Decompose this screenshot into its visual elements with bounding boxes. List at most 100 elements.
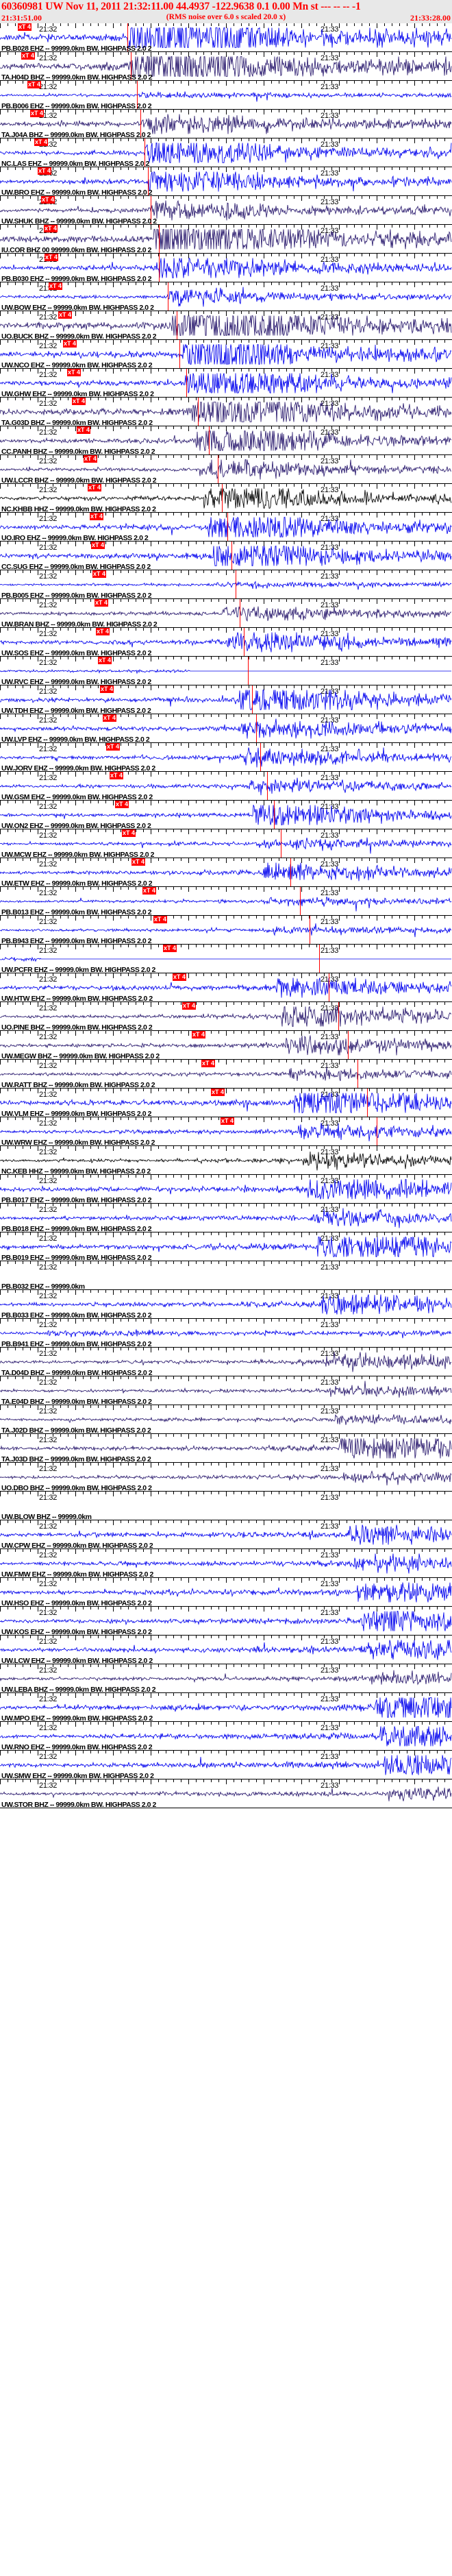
trace-row[interactable]: 21:32 21:33 UW.SMW EHZ -- 99999.0km BW. HI…	[0, 1751, 452, 1779]
phase-pick-marker[interactable]	[256, 714, 257, 742]
phase-pick-marker[interactable]	[248, 657, 249, 685]
phase-pick-marker[interactable]	[148, 167, 149, 195]
trace-row[interactable]: 21:32 21:33 PB.B018 EHZ -- 99999.0km BW. H…	[0, 1204, 452, 1232]
trace-row[interactable]: 21:32 21:33 UW.FMW EHZ -- 99999.0km BW. HI…	[0, 1549, 452, 1578]
trace-row[interactable]: 21:32 21:33 xT 4 UW.WRW EHZ -- 99999.0km BW…	[0, 1117, 452, 1146]
trace-row[interactable]: 21:32 21:33 UW.CPW EHZ -- 99999.0km BW. HI…	[0, 1520, 452, 1549]
trace-row[interactable]: 21:32 21:33 PB.B017 EHZ -- 99999.0km BW. H…	[0, 1175, 452, 1204]
trace-row[interactable]: 21:32 21:33 xT 4 UW.ON2 EHZ -- 99999.0km BW…	[0, 801, 452, 829]
trace-row[interactable]: 21:32 21:33 xT 4 UW.SOS EHZ -- 99999.0km BW…	[0, 628, 452, 657]
trace-row[interactable]: 21:32 21:33 xT 4 UW.RATT BHZ -- 99999.0km B…	[0, 1060, 452, 1089]
trace-row[interactable]: 21:32 21:33 xT 4 UW.BRAN BHZ -- 99999.0km B…	[0, 599, 452, 628]
phase-pick-marker[interactable]	[209, 426, 210, 454]
trace-row[interactable]: 21:32 21:33 xT 4 UW.VLM EHZ -- 99999.0km BW…	[0, 1089, 452, 1117]
phase-pick-marker[interactable]	[274, 801, 275, 829]
trace-row[interactable]: 21:32 21:33 xT 4 UW.ETW EHZ -- 99999.0km BW…	[0, 858, 452, 887]
trace-row[interactable]: 21:32 21:33 xT 4 CC.PANH BHZ -- 99999.0km B…	[0, 426, 452, 455]
trace-row[interactable]: 21:32 21:33 xT 4 UO.PINE BHZ -- 99999.0km B…	[0, 1002, 452, 1031]
trace-row[interactable]: 21:32 21:33 UW.HSO EHZ -- 99999.0km BW. HI…	[0, 1578, 452, 1607]
trace-row[interactable]: 21:32 21:33 xT 4 UW.LCCR BHZ -- 99999.0km B…	[0, 455, 452, 484]
tick-label-left: 21:32	[39, 1206, 58, 1214]
phase-pick-marker[interactable]	[260, 743, 261, 771]
trace-row[interactable]: 21:32 21:33 UW.LCW EHZ -- 99999.0km BW. HI…	[0, 1636, 452, 1664]
trace-row[interactable]: 21:32 21:33 xT 4 UW.JORV EHZ -- 99999.0km B…	[0, 743, 452, 772]
tick-label-left: 21:32	[39, 1551, 58, 1559]
trace-label: UW.LEBA BHZ -- 99999.0km BW. HIGHPASS 2.…	[1, 1686, 156, 1693]
phase-pick-marker[interactable]	[227, 513, 228, 541]
trace-row[interactable]: 21:32 21:33 TA.J02D BHZ -- 99999.0km BW. H…	[0, 1405, 452, 1434]
trace-row[interactable]: 21:32 21:33 UW.RNO EHZ -- 99999.0km BW. HI…	[0, 1722, 452, 1751]
trace-row[interactable]: 21:32 21:33 xT 4 TA.G03D BHZ -- 99999.0km B…	[0, 398, 452, 426]
trace-row[interactable]: 21:32 21:33 UW.KOS EHZ -- 99999.0km BW. HI…	[0, 1607, 452, 1636]
phase-pick-marker[interactable]	[267, 772, 268, 800]
phase-pick-marker[interactable]	[127, 23, 128, 51]
scale-badge: xT 4	[192, 1031, 206, 1038]
trace-row[interactable]: 21:32 21:33 xT 4 PB.B028 EHZ -- 99999.0km B…	[0, 23, 452, 52]
trace-row[interactable]: 21:32 21:33 xT 4 TA.H04D BHZ -- 99999.0km B…	[0, 52, 452, 81]
phase-pick-marker[interactable]	[159, 254, 160, 282]
trace-row[interactable]: 21:32 21:33 xT 4 UO.IRO EHZ -- 99999.0km BW…	[0, 513, 452, 542]
phase-pick-marker[interactable]	[290, 858, 291, 886]
trace-row[interactable]: 21:32 21:33 xT 4 UW.NCO EHZ -- 99999.0km BW…	[0, 340, 452, 369]
tick-label-right: 21:33	[321, 975, 339, 984]
trace-row[interactable]: 21:32 21:33 TA.J03D BHZ -- 99999.0km BW. H…	[0, 1434, 452, 1463]
time-tick-axis	[0, 196, 452, 201]
time-tick-axis	[0, 1779, 452, 1784]
phase-pick-marker[interactable]	[319, 945, 320, 973]
trace-row[interactable]: 21:32 21:33 xT 4 UW.RVC EHZ -- 99999.0km BW…	[0, 657, 452, 685]
phase-pick-marker[interactable]	[159, 225, 160, 253]
trace-row[interactable]: 21:32 21:33 xT 4 PB.B005 EHZ -- 99999.0km B…	[0, 570, 452, 599]
trace-row[interactable]: 21:32 21:33 xT 4 UW.GSM EHZ -- 99999.0km BW…	[0, 772, 452, 801]
trace-row[interactable]: 21:32 21:33 xT 4 NC.LAS EHZ -- 99999.0km BW…	[0, 138, 452, 167]
trace-row[interactable]: 21:32 21:33 xT 4 UW.PCFR EHZ -- 99999.0km B…	[0, 945, 452, 973]
trace-row[interactable]: 21:32 21:33 NC.KEB HHZ -- 99999.0km BW. HI…	[0, 1146, 452, 1175]
trace-row[interactable]: 21:32 21:33 PB.B941 EHZ -- 99999.0km BW. H…	[0, 1319, 452, 1348]
trace-row[interactable]: 21:32 21:33 UW.STOR BHZ -- 99999.0km BW. H…	[0, 1779, 452, 1808]
trace-row[interactable]: 21:32 21:33 xT 4 UW.HTW EHZ -- 99999.0km BW…	[0, 973, 452, 1002]
phase-pick-marker[interactable]	[367, 1089, 368, 1117]
trace-row[interactable]: 21:32 21:33 xT 4 NC.KHBB HHZ -- 99999.0km B…	[0, 484, 452, 513]
trace-row[interactable]: 21:32 21:33 xT 4 UW.GHW EHZ -- 99999.0km BW…	[0, 369, 452, 398]
scale-badge: xT 4	[30, 110, 45, 117]
trace-row[interactable]: 21:32 21:33 xT 4 TA.J04A BHZ -- 99999.0km B…	[0, 110, 452, 138]
trace-row[interactable]: 21:32 21:33 xT 4 PB.B013 EHZ -- 99999.0km B…	[0, 887, 452, 916]
trace-row[interactable]: 21:32 21:33 xT 4 UW.MEGW BHZ -- 99999.0km B…	[0, 1031, 452, 1060]
phase-pick-marker[interactable]	[348, 1031, 349, 1059]
trace-row[interactable]: 21:32 21:33 UW.BLOW BHZ -- 99999.0km	[0, 1492, 452, 1520]
trace-row[interactable]: 21:32 21:33 xT 4 PB.B943 EHZ -- 99999.0km B…	[0, 916, 452, 945]
phase-pick-marker[interactable]	[252, 685, 253, 714]
trace-row[interactable]: 21:32 21:33 UW.LEBA BHZ -- 99999.0km BW. H…	[0, 1664, 452, 1693]
trace-row[interactable]: 21:32 21:33 xT 4 UW.LVP EHZ -- 99999.0km BW…	[0, 714, 452, 743]
phase-pick-marker[interactable]	[186, 369, 187, 397]
trace-row[interactable]: 21:32 21:33 xT 4 CC.SUG EHZ -- 99999.0km BW…	[0, 542, 452, 570]
trace-row[interactable]: 21:32 21:33 xT 4 PB.B006 EHZ -- 99999.0km B…	[0, 81, 452, 110]
phase-pick-marker[interactable]	[137, 81, 138, 109]
tick-label-right: 21:33	[321, 1666, 339, 1675]
trace-row[interactable]: 21:32 21:33 UW.MPO EHZ -- 99999.0km BW. HI…	[0, 1693, 452, 1722]
trace-row[interactable]: 21:32 21:33 UO.DBO BHZ -- 99999.0km BW. HI…	[0, 1463, 452, 1492]
trace-row[interactable]: 21:32 21:33 PB.B019 EHZ -- 99999.0km BW. H…	[0, 1232, 452, 1261]
trace-row[interactable]: 21:32 21:33 PB.B033 EHZ -- 99999.0km BW. H…	[0, 1290, 452, 1319]
phase-pick-marker[interactable]	[179, 340, 180, 368]
trace-row[interactable]: 21:32 21:33 TA.E04D BHZ -- 99999.0km BW. H…	[0, 1376, 452, 1405]
phase-pick-marker[interactable]	[338, 1002, 339, 1030]
trace-row[interactable]: 21:32 21:33 TA.D04D BHZ -- 99999.0km BW. H…	[0, 1348, 452, 1376]
phase-pick-marker[interactable]	[222, 484, 223, 512]
scale-badge: xT 4	[211, 1089, 225, 1096]
tick-label-left: 21:32	[39, 1062, 58, 1070]
trace-row[interactable]: 21:32 21:33 xT 4 UO.BUCK BHZ -- 99999.0km B…	[0, 311, 452, 340]
trace-row[interactable]: 21:32 21:33 PB.B032 EHZ -- 99999.0km	[0, 1261, 452, 1290]
phase-pick-marker[interactable]	[140, 110, 141, 138]
phase-pick-marker[interactable]	[357, 1060, 358, 1088]
trace-row[interactable]: 21:32 21:33 xT 4 UW.TDH EHZ -- 99999.0km BW…	[0, 685, 452, 714]
tick-label-right: 21:33	[321, 1378, 339, 1387]
phase-pick-marker[interactable]	[300, 887, 301, 915]
trace-row[interactable]: 21:32 21:33 xT 4 UW.MCW EHZ -- 99999.0km BW…	[0, 829, 452, 858]
phase-pick-marker[interactable]	[198, 398, 199, 426]
phase-pick-marker[interactable]	[231, 542, 232, 570]
